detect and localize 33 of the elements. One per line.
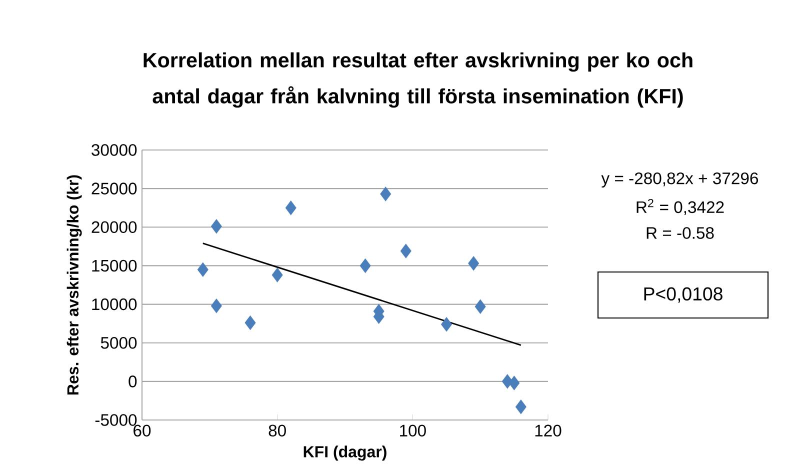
y-tick-label: 25000 (92, 182, 137, 194)
y-tick-label: 20000 (92, 221, 137, 234)
point (508, 376, 520, 390)
point (360, 258, 371, 273)
x-tick-label: 100 (400, 424, 426, 437)
x-tick-label: 60 (134, 424, 151, 437)
chart-title: Korrelation mellan resultat efter avskrivning per ko och antal dagar från kalvning till första insemination (KFI) (144, 52, 692, 108)
y-tick-label: 0 (128, 376, 137, 388)
x-tick-label: 80 (268, 424, 286, 437)
x-tick-label: 120 (535, 424, 562, 437)
y-tick-label: 5000 (100, 336, 137, 349)
point (197, 262, 208, 277)
point (380, 186, 392, 202)
point (210, 219, 222, 234)
point (285, 200, 296, 216)
point (441, 317, 452, 332)
point (515, 400, 526, 414)
point (468, 256, 480, 271)
point (272, 268, 283, 282)
y-tick-label: 15000 (92, 260, 137, 272)
point (400, 244, 412, 258)
point (474, 299, 486, 314)
text: R = -0.58 (646, 227, 714, 239)
y-axis-title: Res. efter avskrivning/ko (kr) (66, 175, 82, 394)
y-tick-label: -5000 (95, 414, 137, 426)
text: P<0,0108 (644, 287, 722, 303)
point (244, 316, 256, 330)
text: y = -280,82x + 37296 (601, 172, 758, 188)
y-tick-label: 10000 (92, 298, 137, 310)
point (210, 298, 222, 314)
text: R$^{2}$ = 0,3422 (636, 198, 724, 216)
x-axis-title: KFI (dagar) (304, 446, 386, 461)
y-tick-label: 30000 (92, 144, 137, 156)
